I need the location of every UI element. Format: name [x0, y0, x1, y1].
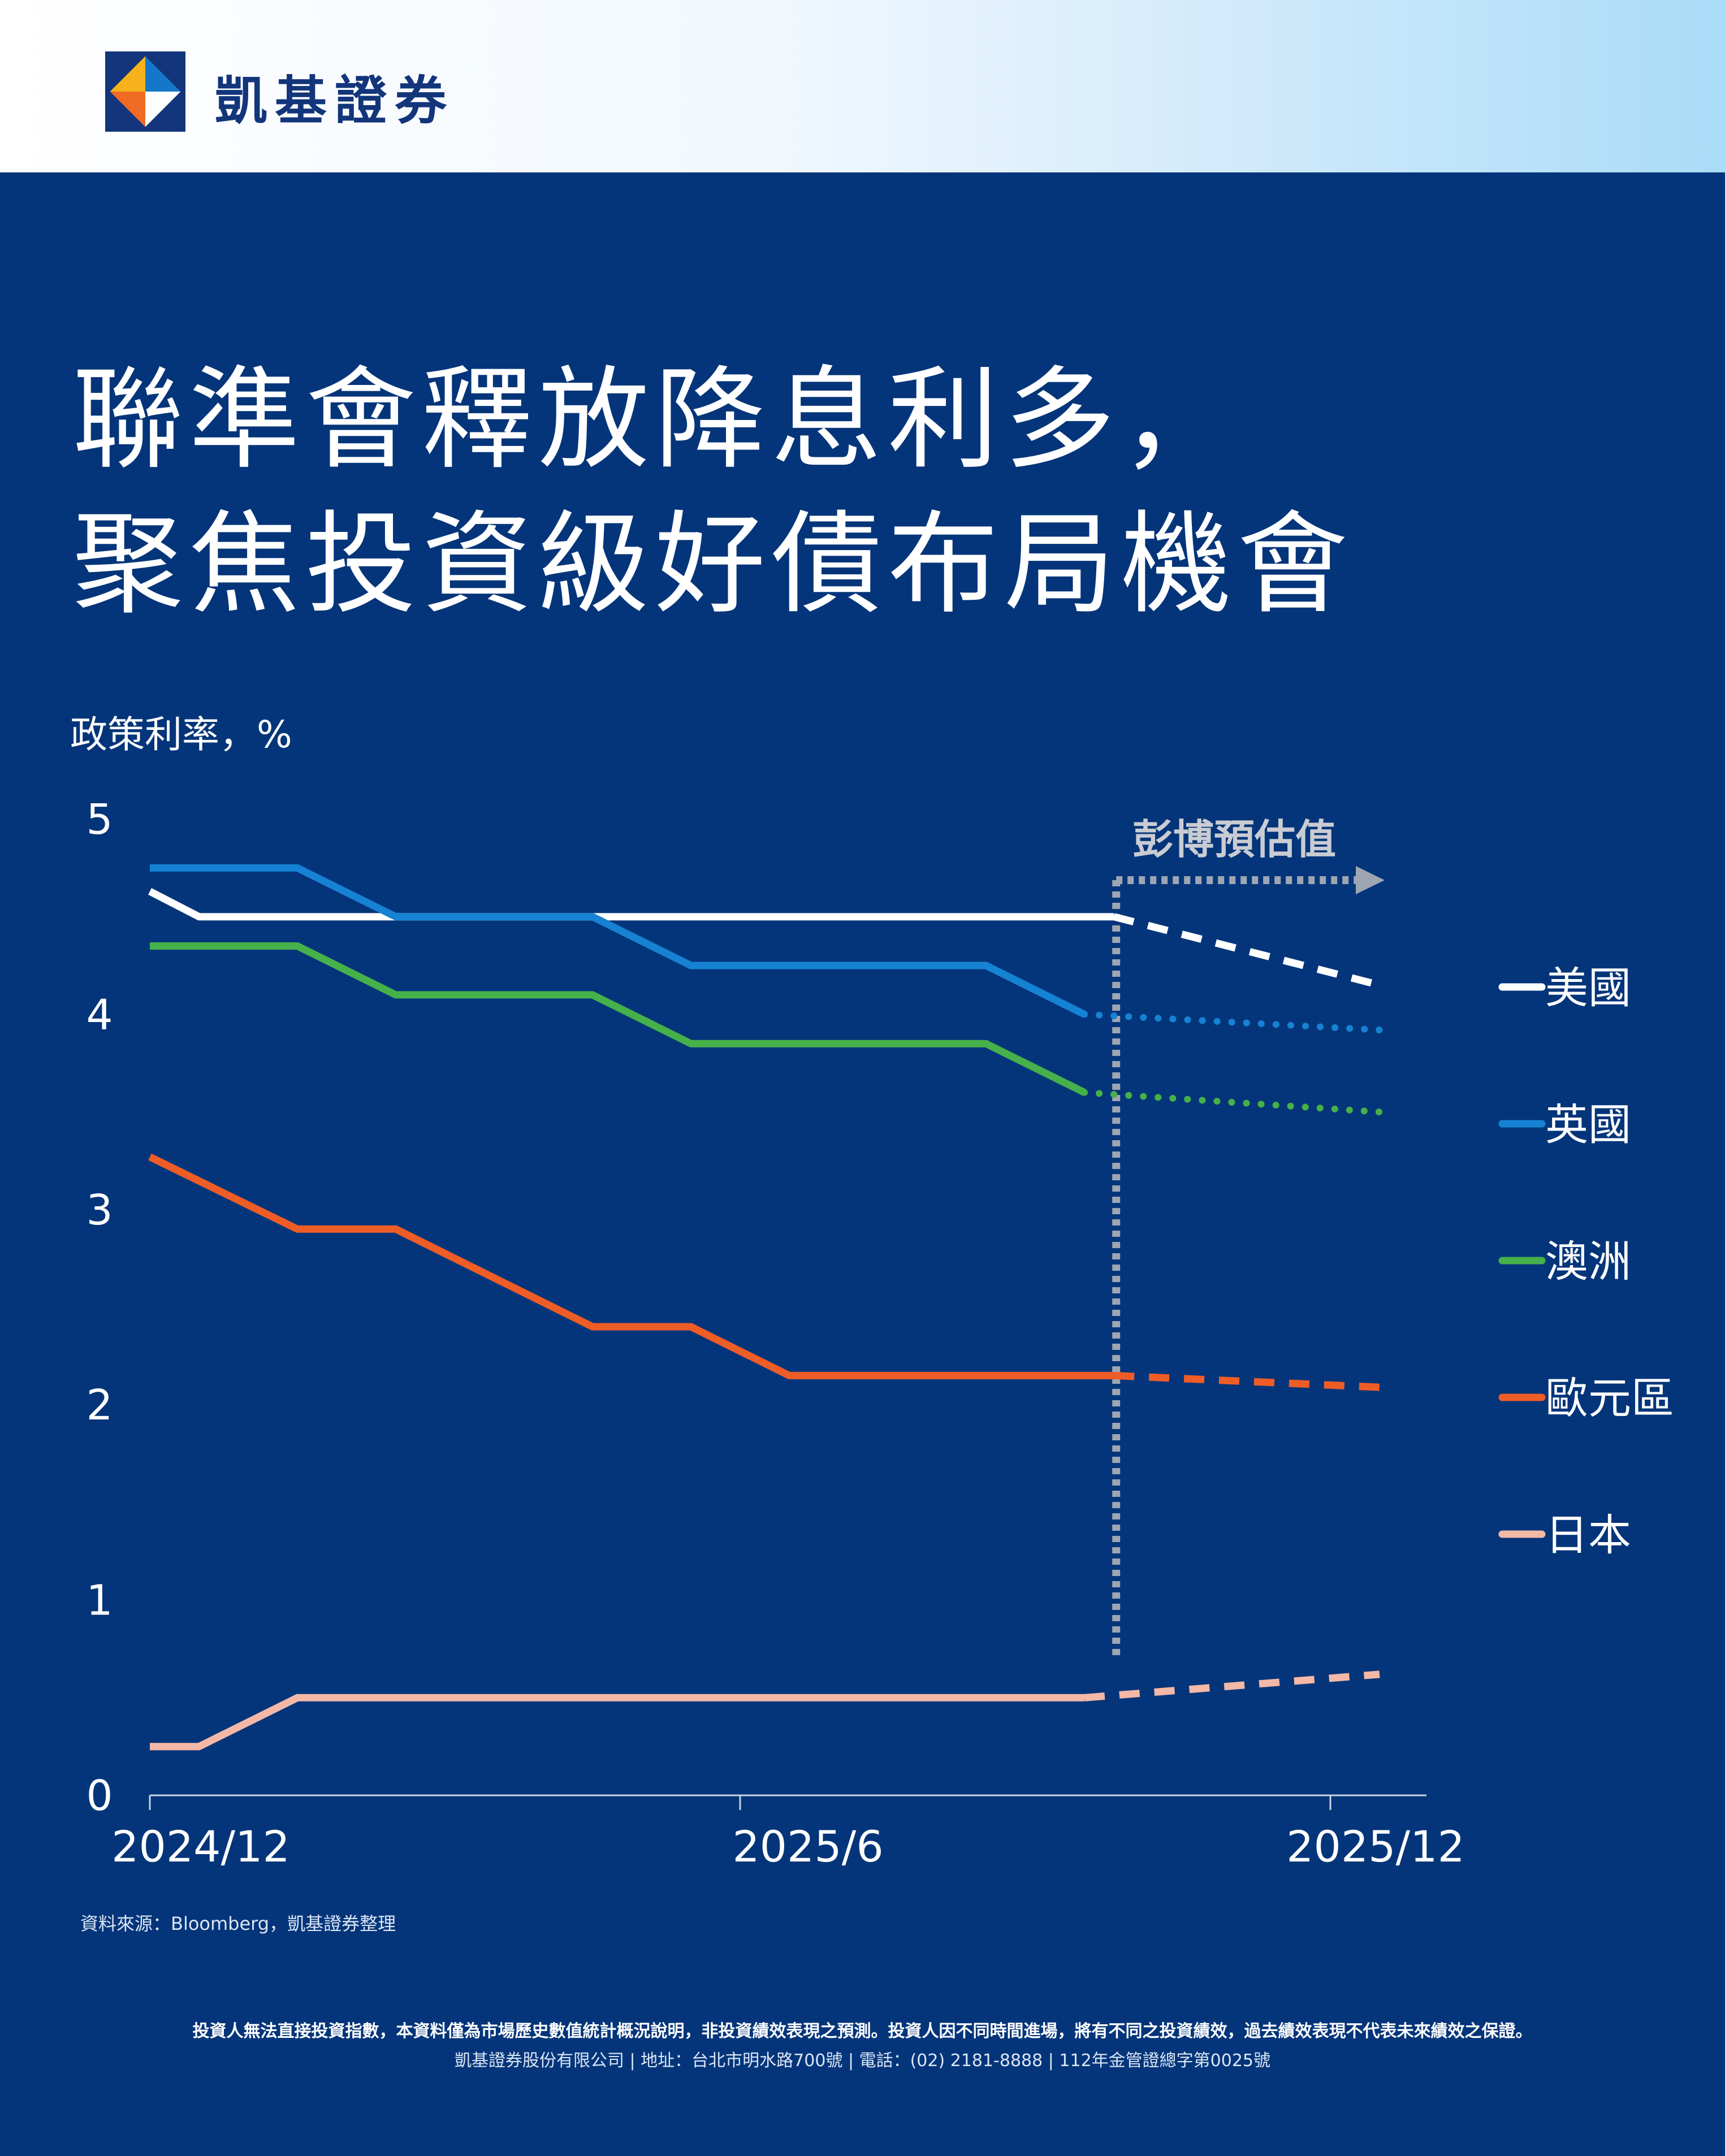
kgi-logo-icon [105, 51, 185, 132]
legend-label: 歐元區 [1545, 1373, 1674, 1423]
y-tick-label: 5 [86, 795, 113, 844]
legend-label: 日本 [1545, 1510, 1631, 1560]
series-line-日本 [150, 1694, 1084, 1751]
series-line-英國 [150, 864, 1086, 1018]
page-title: 聯準會釋放降息利多， 聚焦投資級好債布局機會 [72, 348, 1354, 637]
disclaimer-text: 投資人無法直接投資指數，本資料僅為市場歷史數值統計概況說明，非投資績效表現之預測… [192, 2021, 1533, 2041]
forecast-arrow-icon [1356, 866, 1385, 894]
forecast-line-澳洲 [1081, 1089, 1383, 1116]
series-line-歐元區 [148, 1153, 1114, 1379]
forecast-line-歐元區 [1113, 1371, 1380, 1391]
header-bar: 凱基證券 [0, 0, 1725, 172]
forecast-line-英國 [1081, 1011, 1383, 1033]
title-line-1: 聯準會釋放降息利多， [72, 356, 1238, 484]
x-tick-label: 2025/6 [732, 1821, 883, 1872]
y-tick-label: 3 [86, 1186, 113, 1235]
company-info: 凱基證券股份有限公司 | 地址：台北市明水路700號 | 電話：(02) 218… [454, 2051, 1271, 2071]
x-tick-label: 2024/12 [111, 1821, 290, 1872]
x-tick-label: 2025/12 [1286, 1821, 1465, 1872]
legend-label: 美國 [1545, 963, 1631, 1013]
y-tick-label: 4 [86, 990, 113, 1039]
y-tick-label: 1 [86, 1577, 113, 1625]
y-tick-label: 2 [86, 1381, 113, 1430]
data-source-note: 資料來源：Bloomberg，凱基證券整理 [80, 1913, 396, 1934]
y-axis-label: 政策利率，% [70, 713, 292, 756]
forecast-line-日本 [1084, 1670, 1380, 1702]
brand-name: 凱基證券 [215, 71, 455, 131]
series-line-美國 [148, 888, 1114, 921]
y-tick-label: 0 [86, 1772, 113, 1820]
forecast-line-美國 [1113, 913, 1381, 989]
forecast-label: 彭博預估值 [1132, 816, 1336, 863]
title-line-2: 聚焦投資級好債布局機會 [72, 500, 1354, 629]
series-line-澳洲 [150, 942, 1086, 1096]
legend-label: 澳洲 [1545, 1236, 1631, 1287]
legend-label: 英國 [1545, 1099, 1631, 1150]
